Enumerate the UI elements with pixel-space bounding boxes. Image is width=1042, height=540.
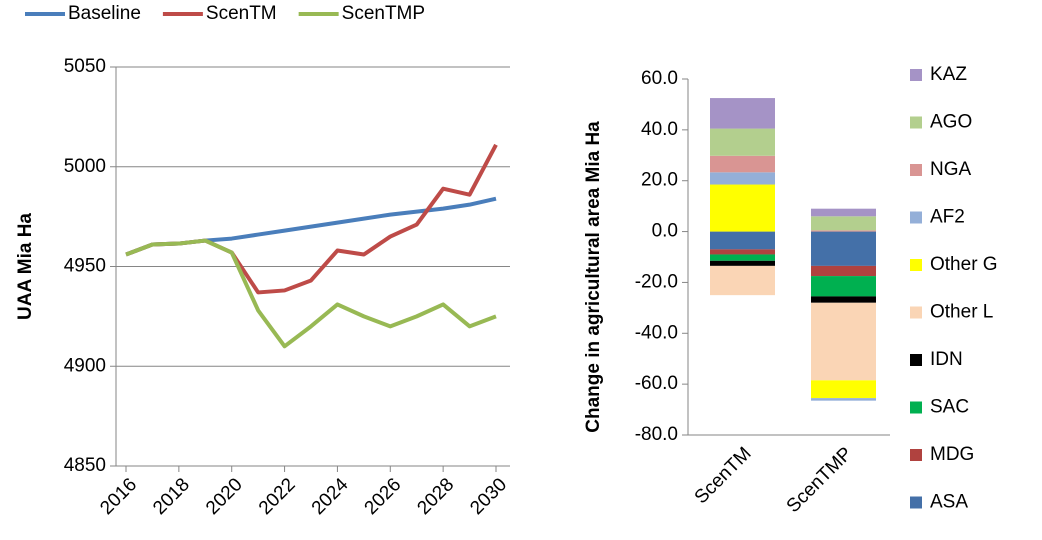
y-tick-label: -20.0 bbox=[635, 271, 678, 292]
legend-label: Other G bbox=[930, 254, 998, 275]
legend-label: ScenTM bbox=[206, 3, 277, 24]
x-tick-label: 2026 bbox=[361, 474, 406, 519]
bar-segment bbox=[710, 155, 775, 173]
legend-label: NGA bbox=[930, 159, 972, 180]
bar-segment bbox=[710, 231, 775, 250]
legend-label: KAZ bbox=[930, 64, 967, 85]
bar-segment bbox=[710, 265, 775, 296]
x-tick-label: ScenTM bbox=[691, 443, 756, 508]
y-tick-label: 4850 bbox=[64, 455, 106, 476]
x-tick-label: 2024 bbox=[308, 474, 353, 519]
y-axis-label: UAA Mia Ha bbox=[15, 213, 36, 320]
y-tick-label: 40.0 bbox=[641, 119, 678, 140]
legend-swatch bbox=[910, 449, 922, 461]
y-tick-label: 60.0 bbox=[641, 68, 678, 89]
bar-segment bbox=[710, 128, 775, 156]
legend-swatch bbox=[910, 354, 922, 366]
legend-swatch bbox=[910, 164, 922, 176]
bar-segment bbox=[811, 216, 876, 231]
legend-label: AGO bbox=[930, 112, 972, 133]
legend-label: SAC bbox=[930, 397, 969, 418]
legend-swatch bbox=[910, 69, 922, 81]
legend-label: AF2 bbox=[930, 207, 965, 228]
y-tick-label: 4900 bbox=[64, 355, 106, 376]
y-tick-label: 5050 bbox=[64, 56, 106, 77]
bar-segment bbox=[811, 230, 876, 232]
y-tick-label: 5000 bbox=[64, 156, 106, 177]
x-tick-label: ScenTMP bbox=[783, 443, 857, 517]
x-tick-label: 2016 bbox=[96, 474, 141, 519]
bar-segment bbox=[811, 231, 876, 266]
series-line bbox=[125, 196, 497, 257]
bar-segment bbox=[811, 265, 876, 277]
x-tick-label: 2020 bbox=[202, 474, 247, 519]
legend-swatch bbox=[910, 306, 922, 319]
legend-label: IDN bbox=[930, 349, 963, 370]
legend-swatch bbox=[910, 259, 922, 271]
bar-segment bbox=[710, 254, 775, 261]
legend-label: ScenTMP bbox=[342, 3, 425, 24]
legend-label: Other L bbox=[930, 302, 993, 323]
series-line bbox=[125, 238, 497, 349]
y-tick-label: 20.0 bbox=[641, 170, 678, 191]
bar-segment bbox=[811, 398, 876, 401]
bar-segment bbox=[811, 296, 876, 303]
bar-segment bbox=[710, 184, 775, 232]
bar-segment bbox=[811, 302, 876, 381]
bar-segment bbox=[811, 276, 876, 297]
bar-segment bbox=[710, 249, 775, 255]
legend-label: Baseline bbox=[68, 3, 141, 24]
legend-swatch bbox=[910, 116, 922, 129]
legend-label: MDG bbox=[930, 444, 974, 465]
bar-segment bbox=[710, 172, 775, 185]
y-tick-label: -80.0 bbox=[635, 424, 678, 445]
bar-segment bbox=[710, 260, 775, 266]
x-tick-label: 2018 bbox=[149, 474, 194, 519]
x-tick-label: 2030 bbox=[466, 474, 511, 519]
legend-label: ASA bbox=[930, 492, 968, 513]
bar-segment bbox=[811, 208, 876, 217]
bar-segment bbox=[710, 98, 775, 129]
y-tick-label: -40.0 bbox=[635, 322, 678, 343]
y-tick-label: 4950 bbox=[64, 256, 106, 277]
x-tick-label: 2028 bbox=[413, 474, 458, 519]
legend-swatch bbox=[910, 401, 922, 414]
y-tick-label: -60.0 bbox=[635, 373, 678, 394]
x-tick-label: 2022 bbox=[255, 474, 300, 519]
y-axis-label: Change in agricultural area Mia Ha bbox=[583, 121, 604, 433]
legend-swatch bbox=[910, 211, 922, 224]
legend-swatch bbox=[910, 496, 922, 509]
y-tick-label: 0.0 bbox=[652, 221, 678, 242]
bar-segment bbox=[811, 380, 876, 399]
